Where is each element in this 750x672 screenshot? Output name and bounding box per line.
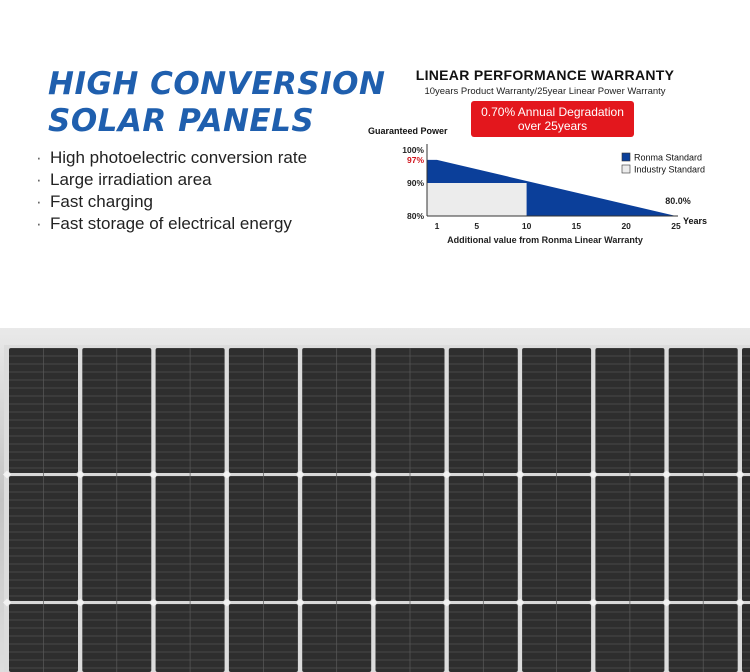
legend-swatch [621, 164, 631, 174]
y-axis-label: Guaranteed Power [368, 126, 448, 136]
cell-joint-marker [369, 598, 378, 607]
feature-text: High photoelectric conversion rate [50, 148, 308, 167]
headline-line-1: HIGH CONVERSION [48, 66, 386, 102]
feature-text: Fast storage of electrical energy [50, 214, 292, 233]
cell-joint-marker [222, 470, 231, 479]
cell-joint-marker [149, 598, 158, 607]
solar-cell [742, 476, 750, 601]
cell-joint-marker [516, 470, 525, 479]
cell-joint-marker [296, 598, 305, 607]
bullet-mark: · [36, 148, 42, 167]
legend-swatch [621, 152, 631, 162]
end-value-label: 80.0% [665, 196, 691, 206]
bullet-mark: · [36, 214, 42, 233]
cell-joint-marker [589, 598, 598, 607]
y-tick-label: 80% [407, 211, 424, 221]
solar-cell [742, 348, 750, 473]
cell-joint-marker [442, 598, 451, 607]
y-tick-label: 100% [402, 145, 424, 155]
cell-joint-marker [222, 598, 231, 607]
cell-joint-marker [662, 470, 671, 479]
feature-item: · Fast charging [36, 191, 307, 213]
series-area-industry-standard [427, 183, 676, 216]
legend-label: Ronma Standard [634, 153, 702, 163]
x-tick-label: 1 [435, 221, 440, 231]
feature-item: · High photoelectric conversion rate [36, 147, 307, 169]
cell-joint-marker [76, 470, 85, 479]
feature-item: · Large irradiation area [36, 169, 307, 191]
solar-panel-image [0, 328, 750, 672]
solar-cell [742, 604, 750, 672]
cell-joint-marker [736, 598, 744, 607]
chart-subtitle: 10years Product Warranty/25year Linear P… [424, 86, 666, 97]
x-axis-label: Additional value from Ronma Linear Warra… [447, 235, 643, 245]
cell-joint-marker [589, 470, 598, 479]
cell-joint-marker [296, 470, 305, 479]
x-tick-label: 20 [621, 221, 631, 231]
cell-joint-marker [369, 470, 378, 479]
cell-joint-marker [3, 470, 11, 479]
cell-joint-marker [76, 598, 85, 607]
feature-list: · High photoelectric conversion rate · Lar… [36, 147, 307, 235]
legend-label: Industry Standard [634, 165, 705, 175]
x-tick-label: 25 [671, 221, 681, 231]
callout-line-2: over 25years [517, 119, 588, 133]
feature-text: Large irradiation area [50, 170, 212, 189]
cell-joint-marker [736, 470, 744, 479]
chart-title: LINEAR PERFORMANCE WARRANTY [415, 67, 675, 83]
cell-joint-marker [516, 598, 525, 607]
x-tick-label: 5 [474, 221, 479, 231]
degradation-callout: 0.70% Annual Degradation over 25years [471, 101, 634, 137]
x-axis-unit-label: Years [683, 216, 707, 226]
feature-item: · Fast storage of electrical energy [36, 213, 307, 235]
cell-joint-marker [3, 598, 11, 607]
y-tick-label: 97% [407, 155, 424, 165]
callout-line-1: 0.70% Annual Degradation [481, 105, 624, 119]
cell-joint-marker [662, 598, 671, 607]
x-tick-label: 15 [572, 221, 582, 231]
bullet-mark: · [36, 192, 42, 211]
cell-joint-marker [442, 470, 451, 479]
feature-text: Fast charging [50, 192, 153, 211]
y-tick-label: 90% [407, 178, 424, 188]
x-tick-label: 10 [522, 221, 532, 231]
cell-joint-marker [149, 470, 158, 479]
bullet-mark: · [36, 170, 42, 189]
headline-line-2: SOLAR PANELS [48, 103, 315, 139]
